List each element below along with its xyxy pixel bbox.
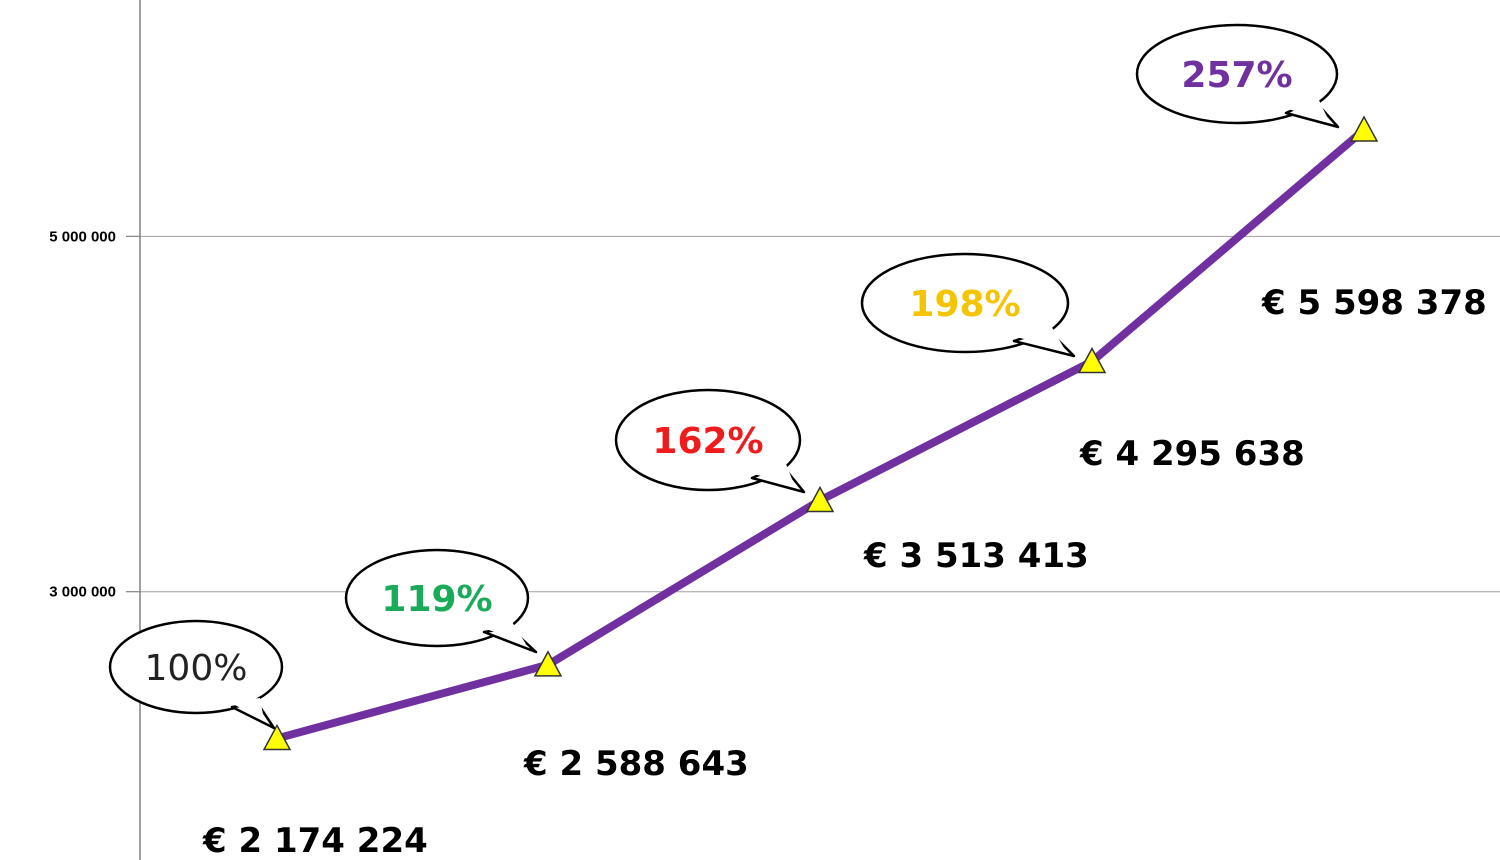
data-point-marker <box>533 650 563 677</box>
y-tick-label: 5 000 000 <box>49 228 116 245</box>
data-value-label: € 2 588 643 <box>523 744 749 784</box>
bubble-tail-cover <box>481 622 526 644</box>
bubble-outline <box>860 252 1070 354</box>
bubble-tail-cover <box>1283 94 1328 119</box>
bubble-layer: 100% 119% 162% 198% 257% <box>108 23 1340 730</box>
bubble-outline <box>614 388 802 492</box>
y-tick-label: 3 000 000 <box>49 584 116 601</box>
percentage-annotation: 162% <box>652 421 763 462</box>
data-value-label: € 2 174 224 <box>202 821 428 860</box>
percentage-annotation: 198% <box>909 284 1020 325</box>
bubble-outline <box>1135 23 1339 125</box>
percentage-annotation: 100% <box>145 648 248 689</box>
axis-layer: 3 000 000 5 000 000 <box>49 0 141 860</box>
bubble-outline <box>344 548 530 648</box>
speech-bubble: 162% <box>614 388 806 494</box>
percentage-annotation: 257% <box>1181 55 1292 96</box>
speech-bubble: 198% <box>860 252 1076 358</box>
label-layer: € 2 174 224 € 2 588 643 € 3 513 413 € 4 295… <box>202 283 1487 860</box>
data-value-label: € 5 598 378 <box>1261 283 1487 323</box>
bubble-tail-cover <box>749 459 794 484</box>
speech-bubble: 257% <box>1135 23 1340 129</box>
percentage-annotation: 119% <box>381 579 492 620</box>
data-point-marker <box>262 723 292 751</box>
speech-bubble: 100% <box>108 619 284 730</box>
data-point-marker <box>1349 115 1379 142</box>
bubble-tail-cover <box>229 698 264 720</box>
bubble-outline <box>108 619 284 715</box>
data-point-marker <box>1077 346 1107 374</box>
data-value-label: € 3 513 413 <box>863 536 1089 576</box>
data-value-label: € 4 295 638 <box>1079 434 1305 474</box>
marker-layer <box>262 115 1379 751</box>
bubble-tail-cover <box>1011 324 1064 348</box>
speech-bubble: 119% <box>344 548 538 654</box>
data-point-marker <box>805 485 835 513</box>
